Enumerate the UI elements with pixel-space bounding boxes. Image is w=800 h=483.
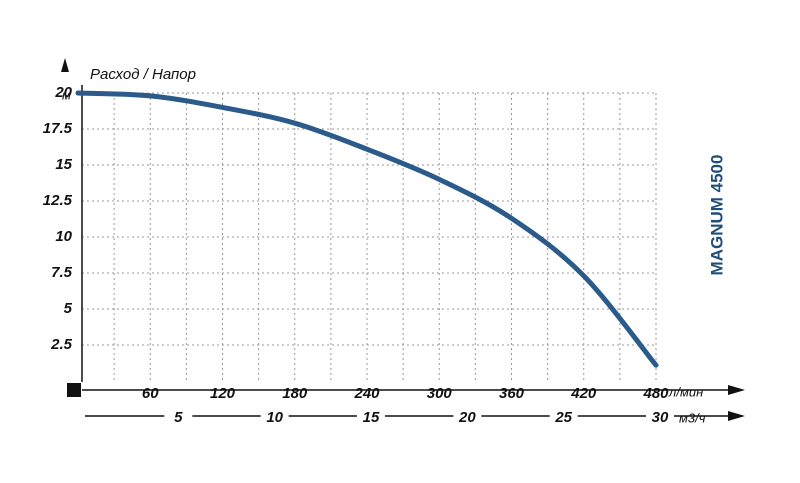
y-arrow (61, 58, 69, 72)
x2-arrow (728, 411, 745, 421)
x2-tick-bg (164, 408, 193, 424)
x-tick-label: 420 (570, 385, 597, 402)
y-tick-label: 15 (55, 156, 72, 173)
y-tick-label: 10 (55, 228, 72, 245)
x2-tick-label: 10 (266, 409, 283, 426)
x-arrow (728, 385, 745, 395)
x2-tick-bg (357, 408, 385, 424)
y-axis-title: Расход / Напор (90, 66, 196, 83)
x-tick-label: 480 (642, 385, 669, 402)
x2-tick-bg (453, 408, 482, 424)
y-tick-label: 7.5 (51, 264, 73, 281)
x2-tick-label: 30 (652, 409, 669, 426)
y-tick-label: 2.5 (50, 336, 73, 353)
y-tick-label: 12.5 (43, 192, 73, 209)
model-label: MAGNUM 4500 (707, 155, 726, 276)
curve (75, 90, 659, 368)
x2-tick-label: 25 (554, 409, 572, 426)
x-tick-label: 60 (142, 385, 159, 402)
x-tick-label: 240 (353, 385, 380, 402)
y-tick-label: 5 (64, 300, 73, 317)
x2-tick-label: 20 (458, 409, 476, 426)
y-unit: м (62, 87, 71, 102)
x-unit: л/мин (668, 384, 703, 399)
x-tick-label: 300 (427, 385, 453, 402)
x2-tick-bg (549, 408, 578, 424)
x2-tick-bg (260, 408, 289, 424)
x-tick-label: 360 (499, 385, 525, 402)
x2-tick-bg (646, 408, 674, 424)
y-tick-label: 17.5 (43, 120, 73, 137)
x2-tick-label: 5 (174, 409, 183, 426)
x-tick-label: 120 (210, 385, 236, 402)
x2-unit: м3/ч (679, 410, 706, 425)
y-tick-label: 20 (54, 84, 72, 101)
x2-tick-label: 15 (363, 409, 380, 426)
x-tick-label: 180 (282, 385, 308, 402)
origin-marker (67, 383, 81, 397)
